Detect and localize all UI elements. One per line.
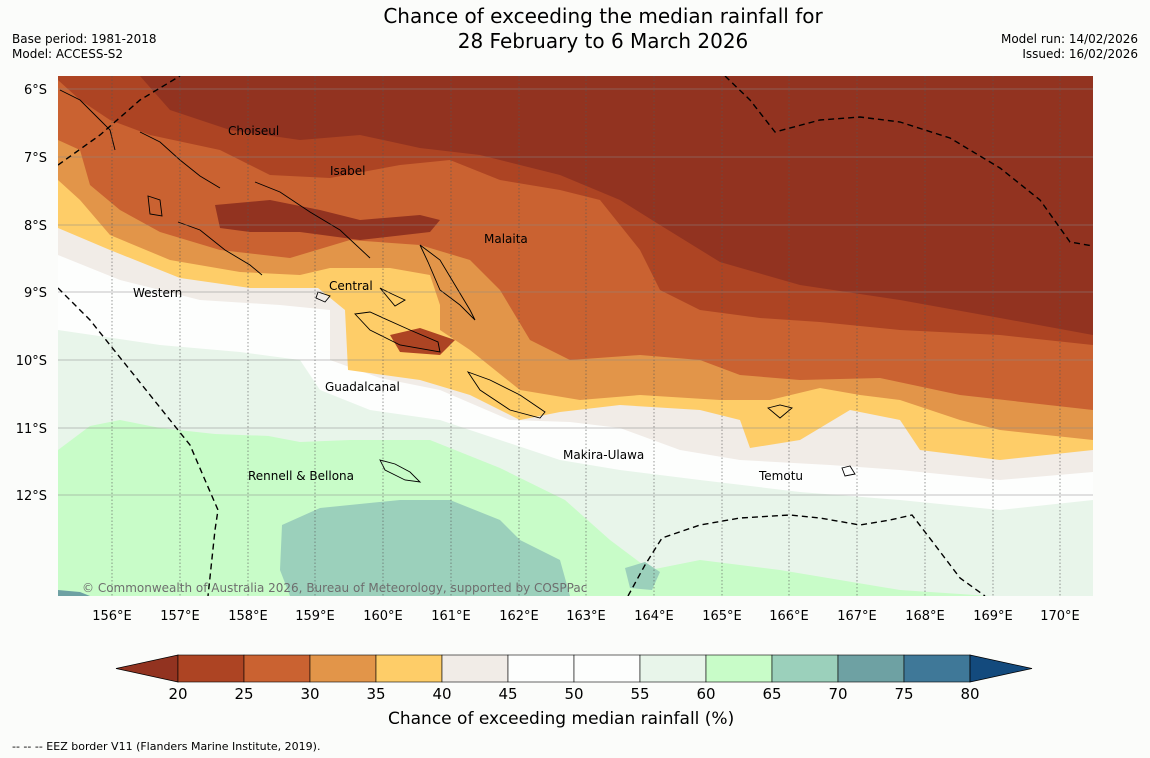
lat-label: 6°S (24, 83, 47, 98)
lat-label: 12°S (16, 489, 47, 504)
colorbar-segment (573, 654, 641, 683)
region-label-central: Central (329, 279, 373, 293)
eez-borders (58, 76, 1093, 596)
coastlines (59, 89, 856, 483)
base-info: Base period: 1981-2018 Model: ACCESS-S2 (12, 32, 157, 62)
region-label-western: Western (133, 286, 182, 300)
colorbar-segment (309, 654, 377, 683)
lon-label: 164°E (634, 609, 674, 624)
lat-label: 8°S (24, 219, 47, 234)
longitude-labels: 156°E 157°E 158°E 159°E 160°E 161°E 162°… (92, 609, 1080, 624)
lon-label: 159°E (295, 609, 335, 624)
band-30-island-patch (390, 328, 455, 355)
colorbar-tick: 45 (498, 685, 517, 703)
colorbar-tick: 35 (366, 685, 385, 703)
issued-date: Issued: 16/02/2026 (1022, 47, 1138, 61)
colorbar-segment (507, 654, 575, 683)
region-label-choiseul: Choiseul (228, 124, 279, 138)
colorbar-extend-high (969, 654, 1033, 683)
region-label-malaita: Malaita (484, 232, 528, 246)
lon-label: 163°E (566, 609, 606, 624)
map-title: Chance of exceeding the median rainfall … (0, 4, 1150, 54)
lon-label: 161°E (431, 609, 471, 624)
longitude-gridlines (111, 76, 1061, 596)
region-label-makira-ulawa: Makira-Ulawa (563, 448, 644, 462)
copyright-notice: © Commonwealth of Australia 2026, Bureau… (82, 581, 587, 595)
latitude-labels: 6°S 7°S 8°S 9°S 10°S 11°S 12°S (16, 83, 47, 504)
colorbar-tick: 75 (894, 685, 913, 703)
lon-label: 157°E (160, 609, 200, 624)
title-line-1: Chance of exceeding the median rainfall … (383, 4, 823, 28)
colorbar-segment (837, 654, 905, 683)
colorbar-tick: 25 (234, 685, 253, 703)
region-labels: Choiseul Isabel Malaita Western Central … (133, 124, 803, 483)
region-label-isabel: Isabel (330, 164, 365, 178)
lat-label: 7°S (24, 151, 47, 166)
lon-label: 156°E (92, 609, 132, 624)
lon-label: 166°E (769, 609, 809, 624)
colorbar-tick: 40 (432, 685, 451, 703)
region-label-rennell-bellona: Rennell & Bellona (248, 469, 354, 483)
lat-label: 10°S (16, 354, 47, 369)
colorbar-label: Chance of exceeding median rainfall (%) (388, 709, 735, 729)
lat-label: 11°S (16, 422, 47, 437)
lon-label: 170°E (1040, 609, 1080, 624)
lon-label: 167°E (837, 609, 877, 624)
lon-label: 169°E (973, 609, 1013, 624)
colorbar-segment (243, 654, 311, 683)
rainfall-map: Choiseul Isabel Malaita Western Central … (16, 76, 1093, 703)
colorbar (115, 654, 1033, 683)
colorbar-segment (177, 654, 245, 683)
colorbar-tick: 30 (300, 685, 319, 703)
colorbar-tick: 70 (828, 685, 847, 703)
lon-label: 165°E (702, 609, 742, 624)
colorbar-segment (771, 654, 839, 683)
latitude-gridlines (58, 88, 1093, 496)
colorbar-tick: 50 (564, 685, 583, 703)
colorbar-segment (375, 654, 443, 683)
colorbar-segment (639, 654, 707, 683)
region-label-guadalcanal: Guadalcanal (325, 380, 400, 394)
model-name: Model: ACCESS-S2 (12, 47, 124, 61)
base-period: Base period: 1981-2018 (12, 32, 157, 46)
colorbar-segment (903, 654, 971, 683)
model-run: Model run: 14/02/2026 (1000, 32, 1138, 46)
lat-label: 9°S (24, 286, 47, 301)
band-70 (280, 500, 570, 596)
lon-label: 160°E (363, 609, 403, 624)
colorbar-tick: 60 (696, 685, 715, 703)
colorbar-tick: 80 (960, 685, 979, 703)
colorbar-tick: 55 (630, 685, 649, 703)
lon-label: 168°E (905, 609, 945, 624)
colorbar-ticks: 20 25 30 35 40 45 50 55 60 65 70 75 80 (168, 685, 979, 703)
title-line-2: 28 February to 6 March 2026 (457, 29, 749, 53)
run-info: Model run: 14/02/2026 Issued: 16/02/2026 (1001, 32, 1138, 62)
colorbar-segment (705, 654, 773, 683)
lon-label: 162°E (499, 609, 539, 624)
lon-label: 158°E (228, 609, 268, 624)
band-20 (140, 76, 1093, 335)
region-label-temotu: Temotu (758, 469, 803, 483)
colorbar-tick: 65 (762, 685, 781, 703)
rainfall-contours (58, 76, 1093, 596)
eez-footnote: -- -- -- EEZ border V11 (Flanders Marine… (12, 740, 321, 753)
band-75 (58, 590, 90, 596)
colorbar-extend-low (115, 654, 179, 683)
band-20-south-patch (215, 200, 440, 240)
colorbar-tick: 20 (168, 685, 187, 703)
band-70-small (625, 562, 660, 590)
colorbar-segment (441, 654, 509, 683)
